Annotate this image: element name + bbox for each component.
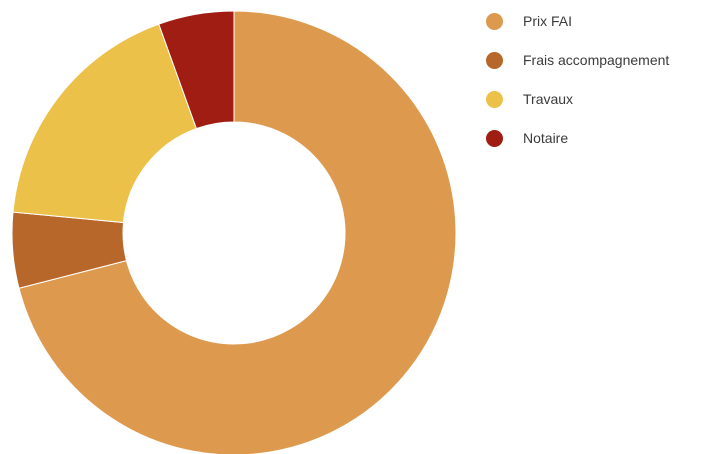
legend-label-prix-fai: Prix FAI: [523, 13, 573, 29]
legend-swatch-prix-fai: [486, 12, 503, 30]
slice-prix-fai[interactable]: [18, 10, 457, 454]
legend-item-travaux[interactable]: Travaux: [486, 88, 704, 110]
slice-travaux[interactable]: [12, 23, 198, 224]
legend-item-notaire[interactable]: Notaire: [486, 127, 704, 149]
legend-label-frais-accompagnement: Frais accompagnement: [523, 52, 670, 68]
slice-notaire[interactable]: [158, 10, 235, 130]
legend-swatch-travaux: [486, 90, 503, 108]
legend-swatch-notaire: [486, 129, 503, 147]
legend-label-notaire: Notaire: [523, 130, 569, 146]
legend-swatch-frais-accompagnement: [486, 51, 503, 69]
legend-item-prix-fai[interactable]: Prix FAI: [486, 10, 704, 32]
legend-label-travaux: Travaux: [523, 91, 574, 107]
legend-item-frais-accompagnement[interactable]: Frais accompagnement: [486, 49, 704, 71]
chart-legend: Prix FAI Frais accompagnement Travaux No…: [486, 10, 704, 166]
